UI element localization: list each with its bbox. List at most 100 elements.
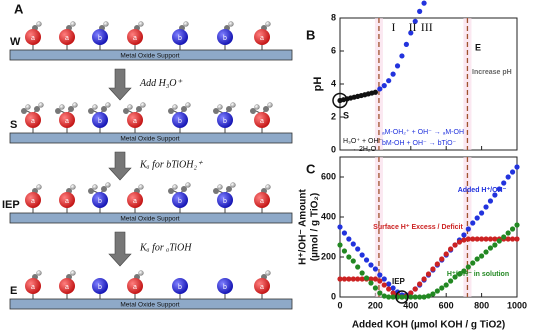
data-point bbox=[421, 276, 427, 282]
row-label: S bbox=[10, 119, 17, 131]
oxygen bbox=[226, 106, 232, 112]
data-point bbox=[483, 236, 489, 242]
hydrogen bbox=[265, 21, 271, 27]
data-point bbox=[350, 258, 356, 264]
site-label: b bbox=[223, 35, 227, 42]
data-point bbox=[501, 234, 507, 240]
data-point bbox=[505, 236, 511, 242]
site-label: a bbox=[260, 284, 264, 291]
site-ball bbox=[59, 112, 75, 128]
annotation: → 2H₂O bbox=[350, 146, 377, 153]
data-point bbox=[417, 8, 423, 14]
x-tick-label: 0 bbox=[337, 300, 342, 310]
data-point bbox=[412, 286, 418, 292]
site-ball bbox=[254, 29, 270, 45]
annotation: S bbox=[343, 110, 349, 120]
support-bar bbox=[9, 212, 293, 224]
data-point bbox=[337, 224, 343, 230]
hydrogen bbox=[185, 102, 191, 108]
site-ball bbox=[217, 112, 233, 128]
site-label: a bbox=[31, 118, 35, 125]
data-point bbox=[479, 236, 485, 242]
data-point bbox=[346, 254, 352, 260]
data-point bbox=[439, 285, 445, 291]
hydrogen bbox=[92, 184, 98, 190]
data-point bbox=[514, 222, 520, 228]
data-point bbox=[363, 257, 370, 263]
data-point bbox=[368, 262, 374, 268]
annotation: E bbox=[475, 42, 481, 52]
site-ball bbox=[172, 112, 188, 128]
data-point bbox=[417, 281, 423, 287]
data-point bbox=[372, 266, 378, 272]
data-point bbox=[399, 53, 405, 59]
annotation: Increase pH bbox=[472, 69, 512, 76]
hydrogen bbox=[172, 104, 178, 110]
site-label: a bbox=[65, 198, 69, 205]
oxygen bbox=[136, 106, 142, 112]
data-point bbox=[341, 230, 348, 236]
region-label: III bbox=[421, 20, 433, 34]
site-ball bbox=[25, 29, 41, 45]
site-ball bbox=[25, 112, 41, 128]
data-point bbox=[425, 293, 432, 299]
data-point bbox=[390, 285, 396, 291]
support-bar bbox=[9, 49, 293, 61]
data-point bbox=[377, 290, 383, 296]
site-ball bbox=[217, 278, 233, 294]
region-label: II bbox=[409, 20, 417, 34]
data-point bbox=[501, 180, 507, 186]
series-label: Added H⁺/OH⁻ bbox=[458, 187, 507, 194]
data-point bbox=[461, 237, 467, 243]
data-point bbox=[487, 236, 494, 242]
site-label: a bbox=[31, 35, 35, 42]
data-point bbox=[408, 294, 414, 300]
series-label: H⁺/OH⁻ in solution bbox=[447, 271, 509, 278]
x-tick-label: 600 bbox=[439, 300, 454, 310]
oxygen bbox=[181, 106, 187, 112]
data-point bbox=[386, 294, 392, 300]
data-point bbox=[474, 236, 480, 242]
data-point bbox=[417, 294, 423, 300]
data-point bbox=[483, 249, 489, 255]
y-axis-label: (µmol / g TiO₂) bbox=[310, 193, 321, 261]
site-label: b bbox=[98, 35, 102, 42]
data-point bbox=[355, 264, 361, 270]
hydrogen bbox=[70, 270, 76, 276]
y-tick-label: 4 bbox=[331, 78, 336, 88]
site-label: b bbox=[178, 35, 182, 42]
hydrogen bbox=[140, 102, 146, 108]
data-point bbox=[448, 246, 454, 252]
data-point bbox=[372, 89, 378, 95]
oxygen bbox=[123, 108, 129, 114]
data-point bbox=[386, 78, 392, 84]
panel-label: B bbox=[306, 27, 315, 42]
data-point bbox=[377, 278, 383, 284]
data-point bbox=[461, 268, 467, 274]
site-label: b bbox=[223, 198, 227, 205]
site-ball bbox=[25, 278, 41, 294]
data-point bbox=[479, 253, 485, 259]
hydrogen bbox=[70, 184, 76, 190]
data-point bbox=[425, 271, 432, 277]
hydrogen bbox=[92, 104, 98, 110]
row-label: W bbox=[10, 36, 21, 48]
site-label: a bbox=[260, 118, 264, 125]
data-point bbox=[434, 288, 440, 294]
site-ball bbox=[172, 278, 188, 294]
data-point bbox=[487, 245, 494, 251]
x-tick-label: 200 bbox=[368, 300, 383, 310]
site-ball bbox=[254, 112, 270, 128]
data-point bbox=[465, 226, 471, 232]
data-point bbox=[483, 204, 489, 210]
hydrogen bbox=[228, 21, 234, 27]
site-label: b bbox=[178, 284, 182, 291]
hydrogen bbox=[172, 184, 178, 190]
data-point bbox=[412, 294, 418, 300]
hydrogen bbox=[105, 182, 111, 188]
site-label: b bbox=[178, 198, 182, 205]
data-point bbox=[350, 241, 356, 247]
data-point bbox=[430, 266, 436, 272]
series-label: Surface H⁺ Excess / Deficit bbox=[373, 224, 463, 231]
hydrogen bbox=[36, 184, 42, 190]
